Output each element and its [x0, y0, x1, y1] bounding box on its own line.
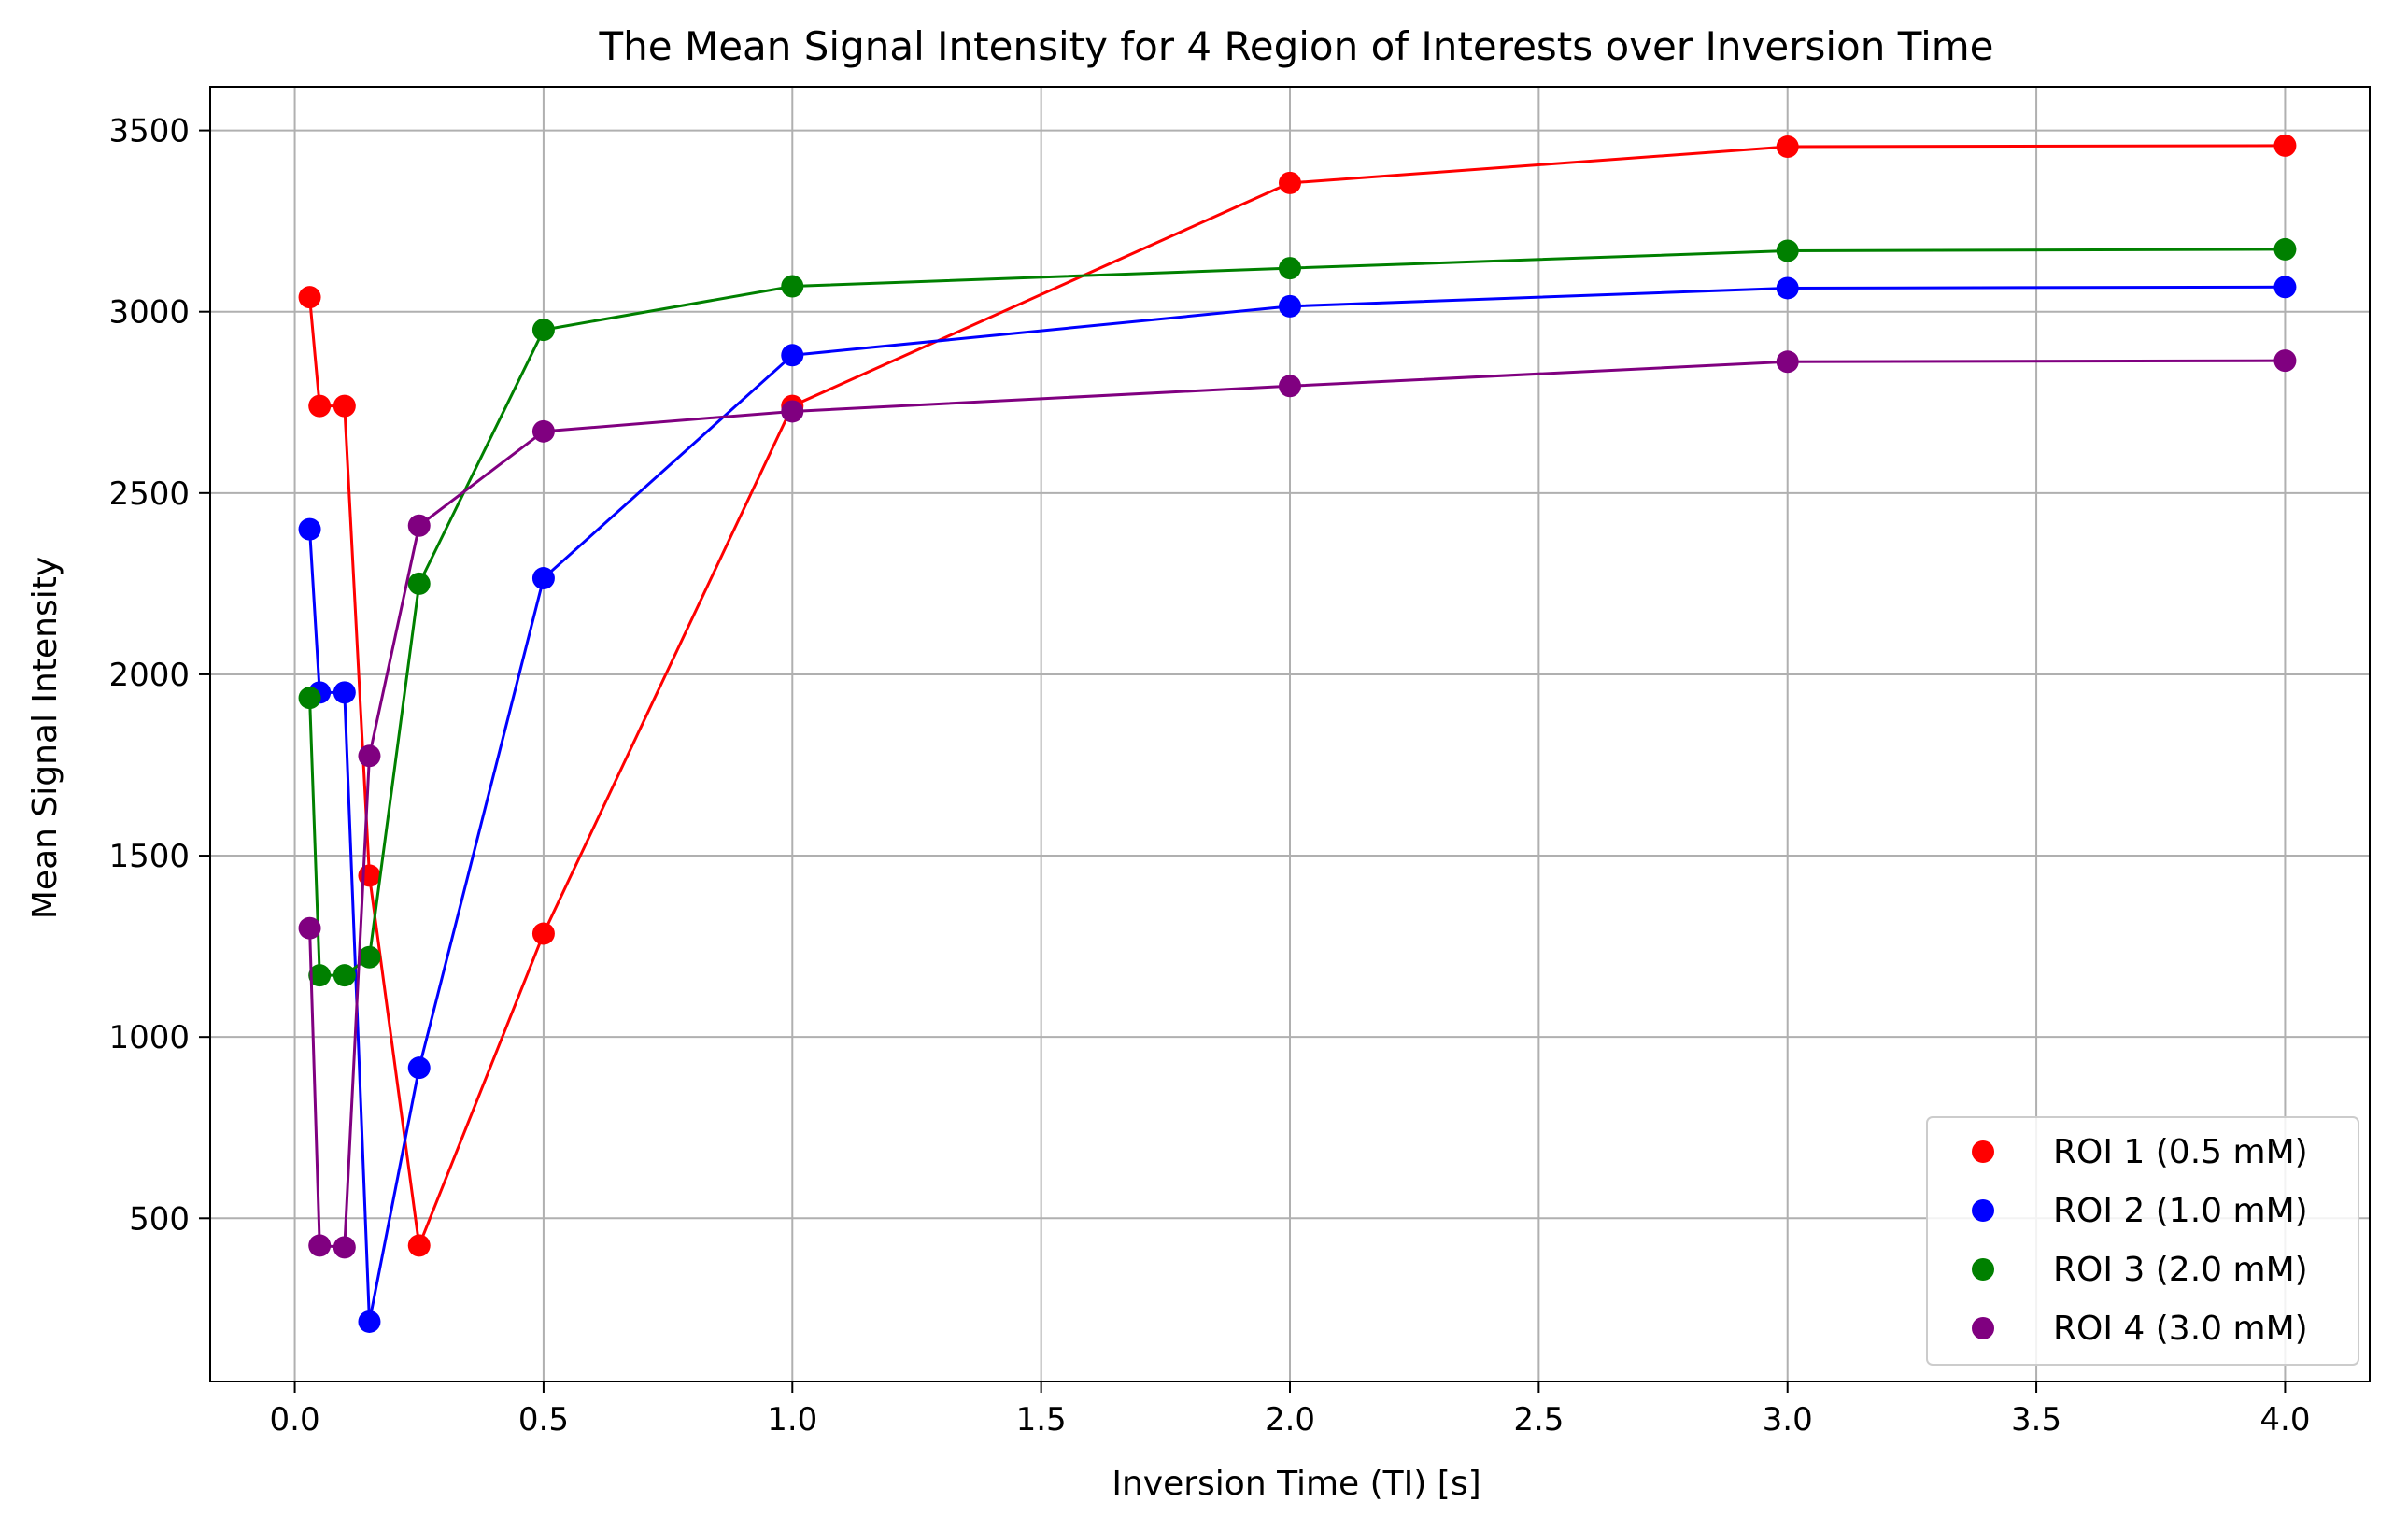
chart-title: The Mean Signal Intensity for 4 Region o…: [599, 23, 1994, 69]
series-line: [308, 248, 2286, 977]
data-point: [1279, 171, 1301, 194]
y-tick-label: 2000: [108, 657, 190, 694]
data-point: [781, 275, 804, 298]
data-point: [531, 567, 555, 590]
series-roi-1: [298, 134, 2297, 1257]
y-axis-ticks: 500 1000 1500 2000 2500 3000 3500: [108, 113, 210, 1238]
series-line: [308, 285, 2286, 1323]
data-point: [1776, 135, 1799, 159]
data-point: [298, 286, 321, 309]
data-point: [1776, 239, 1799, 262]
data-point: [333, 964, 356, 987]
data-point: [407, 1056, 431, 1080]
series-roi-3: [298, 237, 2297, 987]
series-layer: [298, 134, 2297, 1333]
series-roi-4: [298, 349, 2297, 1259]
data-point: [2273, 237, 2297, 261]
legend-box: [1926, 1116, 2359, 1366]
data-point: [2273, 276, 2297, 299]
x-tick-label: 0.5: [518, 1401, 569, 1438]
x-axis-label: Inversion Time (TI) [s]: [1112, 1465, 1480, 1503]
data-point: [298, 687, 321, 710]
legend-label: ROI 2 (1.0 mM): [2053, 1192, 2308, 1230]
legend-marker: [1972, 1258, 1994, 1281]
data-point: [1776, 276, 1799, 300]
data-point: [308, 1234, 332, 1257]
legend-label: ROI 3 (2.0 mM): [2053, 1251, 2308, 1289]
legend-marker: [1972, 1317, 1994, 1339]
x-tick-label: 1.0: [767, 1401, 817, 1438]
legend-label: ROI 4 (3.0 mM): [2053, 1310, 2308, 1348]
data-point: [358, 744, 381, 768]
x-tick-label: 1.5: [1016, 1401, 1067, 1438]
series-line: [308, 144, 2286, 1252]
data-point: [308, 394, 332, 418]
data-point: [298, 916, 321, 940]
legend: ROI 1 (0.5 mM) ROI 2 (1.0 mM) ROI 3 (2.0 m…: [1926, 1116, 2359, 1366]
y-tick-label: 3000: [108, 294, 190, 332]
data-point: [531, 419, 555, 443]
data-point: [531, 319, 555, 342]
y-tick-label: 1000: [108, 1019, 190, 1056]
data-point: [781, 344, 804, 367]
data-point: [1776, 350, 1799, 374]
data-point: [407, 514, 431, 537]
legend-marker: [1972, 1140, 1994, 1163]
y-tick-label: 500: [129, 1200, 190, 1238]
data-point: [781, 400, 804, 423]
legend-marker: [1972, 1199, 1994, 1222]
data-point: [407, 572, 431, 595]
data-point: [1279, 375, 1301, 398]
data-point: [333, 1236, 356, 1259]
data-point: [298, 517, 321, 541]
y-tick-label: 1500: [108, 838, 190, 875]
data-point: [1279, 257, 1301, 280]
x-tick-label: 4.0: [2259, 1401, 2310, 1438]
y-tick-label: 2500: [108, 475, 190, 513]
data-point: [2273, 134, 2297, 157]
series-roi-2: [298, 276, 2297, 1333]
x-tick-label: 2.5: [1513, 1401, 1564, 1438]
data-point: [333, 681, 356, 704]
x-tick-label: 2.0: [1265, 1401, 1315, 1438]
y-tick-label: 3500: [108, 113, 190, 150]
data-point: [2273, 349, 2297, 373]
data-point: [407, 1234, 431, 1257]
data-point: [358, 945, 381, 969]
data-point: [333, 394, 356, 418]
legend-label: ROI 1 (0.5 mM): [2053, 1133, 2308, 1171]
y-axis-label: Mean Signal Intensity: [26, 557, 64, 919]
x-tick-label: 3.0: [1763, 1401, 1813, 1438]
series-line: [308, 359, 2286, 1249]
x-tick-label: 3.5: [2011, 1401, 2061, 1438]
x-axis-ticks: 0.0 0.5 1.0 1.5 2.0 2.5 3.0 3.5 4.0: [270, 1381, 2310, 1438]
x-tick-label: 0.0: [270, 1401, 320, 1438]
data-point: [308, 964, 332, 987]
data-point: [1279, 294, 1301, 318]
data-point: [531, 922, 555, 945]
data-point: [358, 1310, 381, 1333]
